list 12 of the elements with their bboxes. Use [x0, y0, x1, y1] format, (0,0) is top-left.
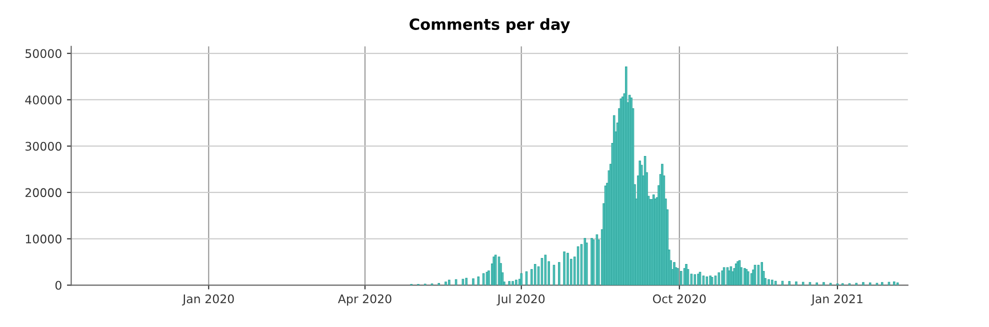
x-tick-label: Apr 2020: [338, 294, 392, 306]
x-tick-label: Jul 2020: [496, 294, 545, 306]
y-tick-label: 20000: [25, 188, 62, 198]
chart-title: Comments per day: [410, 18, 570, 34]
y-tick-label: 0: [55, 280, 62, 290]
y-tick-label: 40000: [25, 95, 62, 104]
y-tick-label: 50000: [26, 49, 62, 58]
y-tick-label: 30000: [26, 142, 62, 151]
y-tick-label: 10000: [26, 234, 62, 244]
x-tick-label: Jan 2020: [182, 294, 234, 306]
x-tick-label: Jan 2021: [810, 294, 862, 306]
x-tick-label: Oct 2020: [652, 294, 706, 304]
